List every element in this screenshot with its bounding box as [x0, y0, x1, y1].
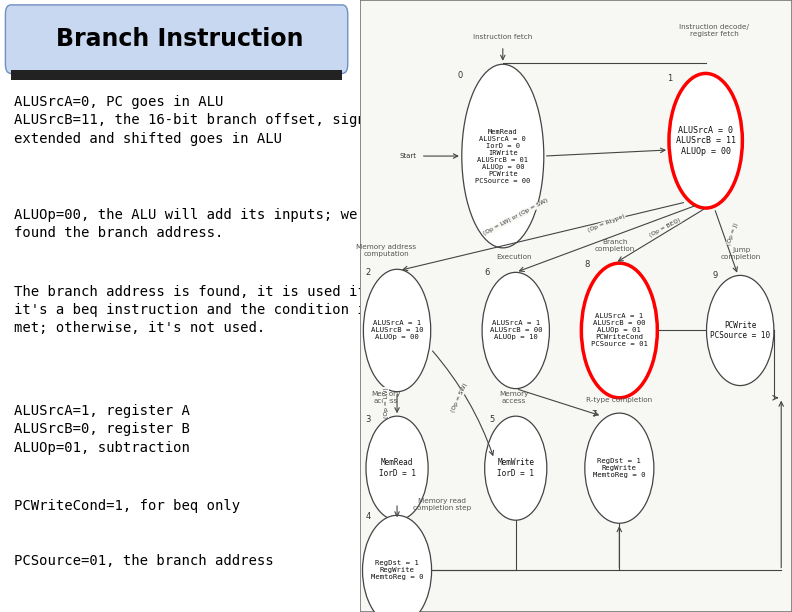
FancyBboxPatch shape: [6, 5, 348, 73]
Text: ALUSrcA = 1
ALUSrcB = 00
ALUOp = 10: ALUSrcA = 1 ALUSrcB = 00 ALUOp = 10: [489, 321, 542, 340]
Text: 3: 3: [366, 414, 371, 424]
Text: Jump
completion: Jump completion: [721, 247, 761, 260]
Ellipse shape: [669, 73, 742, 208]
Text: R-type completion: R-type completion: [586, 397, 653, 403]
Ellipse shape: [482, 272, 550, 389]
Bar: [11, 70, 342, 80]
Text: 6: 6: [485, 267, 490, 277]
Ellipse shape: [462, 64, 544, 248]
Ellipse shape: [366, 416, 428, 520]
Text: The branch address is found, it is used if
it's a beq instruction and the condit: The branch address is found, it is used …: [14, 285, 375, 335]
Text: ALUSrcA = 0
ALUSrcB = 11
ALUOp = 00: ALUSrcA = 0 ALUSrcB = 11 ALUOp = 00: [676, 126, 736, 155]
Text: 9: 9: [712, 271, 718, 280]
Text: (Op = J): (Op = J): [726, 222, 739, 246]
Ellipse shape: [706, 275, 774, 386]
Text: Start: Start: [399, 153, 417, 159]
Text: MemWrite
IorD = 1: MemWrite IorD = 1: [497, 458, 535, 478]
Text: PCWrite
PCSource = 10: PCWrite PCSource = 10: [710, 321, 771, 340]
Text: (Op = LW) or (Op = SW): (Op = LW) or (Op = SW): [482, 198, 549, 236]
Text: (Op = BEQ): (Op = BEQ): [649, 217, 682, 238]
Text: (Op = LW): (Op = LW): [384, 387, 389, 418]
Text: PCWriteCond=1, for beq only: PCWriteCond=1, for beq only: [14, 499, 241, 513]
Text: (Op = SW): (Op = SW): [451, 382, 469, 413]
Text: Branch Instruction: Branch Instruction: [56, 27, 304, 51]
Text: Memory
access: Memory access: [499, 391, 528, 404]
Text: ALUSrcA = 1
ALUSrcB = 10
ALUOp = 00: ALUSrcA = 1 ALUSrcB = 10 ALUOp = 00: [371, 321, 423, 340]
Text: 0: 0: [458, 70, 463, 80]
Text: ALUSrcA = 1
ALUSrcB = 00
ALUOp = 01
PCWriteCond
PCSource = 01: ALUSrcA = 1 ALUSrcB = 00 ALUOp = 01 PCWr…: [591, 313, 648, 348]
Text: Memory
access: Memory access: [371, 391, 401, 404]
Text: Execution: Execution: [496, 254, 531, 260]
Text: RegDst = 1
RegWrite
MemtoReg = 0: RegDst = 1 RegWrite MemtoReg = 0: [371, 561, 423, 580]
Text: MemRead
ALUSrcA = 0
IorD = 0
IRWrite
ALUSrcB = 01
ALUOp = 00
PCWrite
PCSource = : MemRead ALUSrcA = 0 IorD = 0 IRWrite ALU…: [475, 129, 531, 184]
Ellipse shape: [363, 515, 432, 612]
Text: 1: 1: [667, 73, 672, 83]
Text: 4: 4: [366, 512, 371, 521]
Text: 7: 7: [592, 410, 596, 419]
Text: 5: 5: [489, 414, 495, 424]
Ellipse shape: [364, 269, 431, 392]
Text: PCSource=01, the branch address: PCSource=01, the branch address: [14, 554, 274, 568]
Text: Memory address
computation: Memory address computation: [356, 244, 417, 257]
Text: 8: 8: [584, 260, 590, 269]
Text: ALUOp=00, the ALU will add its inputs; we
found the branch address.: ALUOp=00, the ALU will add its inputs; w…: [14, 208, 358, 241]
Ellipse shape: [584, 413, 654, 523]
Text: ALUSrcA=0, PC goes in ALU
ALUSrcB=11, the 16-bit branch offset, sign
extended an: ALUSrcA=0, PC goes in ALU ALUSrcB=11, th…: [14, 95, 366, 146]
Text: (Op = Rtype): (Op = Rtype): [587, 214, 626, 233]
Text: RegDst = 1
RegWrite
MemtoReg = 0: RegDst = 1 RegWrite MemtoReg = 0: [593, 458, 645, 478]
Text: 2: 2: [366, 267, 371, 277]
Text: Memory read
completion step: Memory read completion step: [413, 498, 471, 511]
Ellipse shape: [581, 263, 657, 398]
Text: Branch
completion: Branch completion: [595, 239, 635, 252]
Text: Instruction decode/
register fetch: Instruction decode/ register fetch: [680, 24, 749, 37]
Ellipse shape: [485, 416, 546, 520]
Text: MemRead
IorD = 1: MemRead IorD = 1: [379, 458, 416, 478]
Text: Instruction fetch: Instruction fetch: [473, 34, 532, 40]
Text: ALUSrcA=1, register A
ALUSrcB=0, register B
ALUOp=01, subtraction: ALUSrcA=1, register A ALUSrcB=0, registe…: [14, 404, 190, 455]
